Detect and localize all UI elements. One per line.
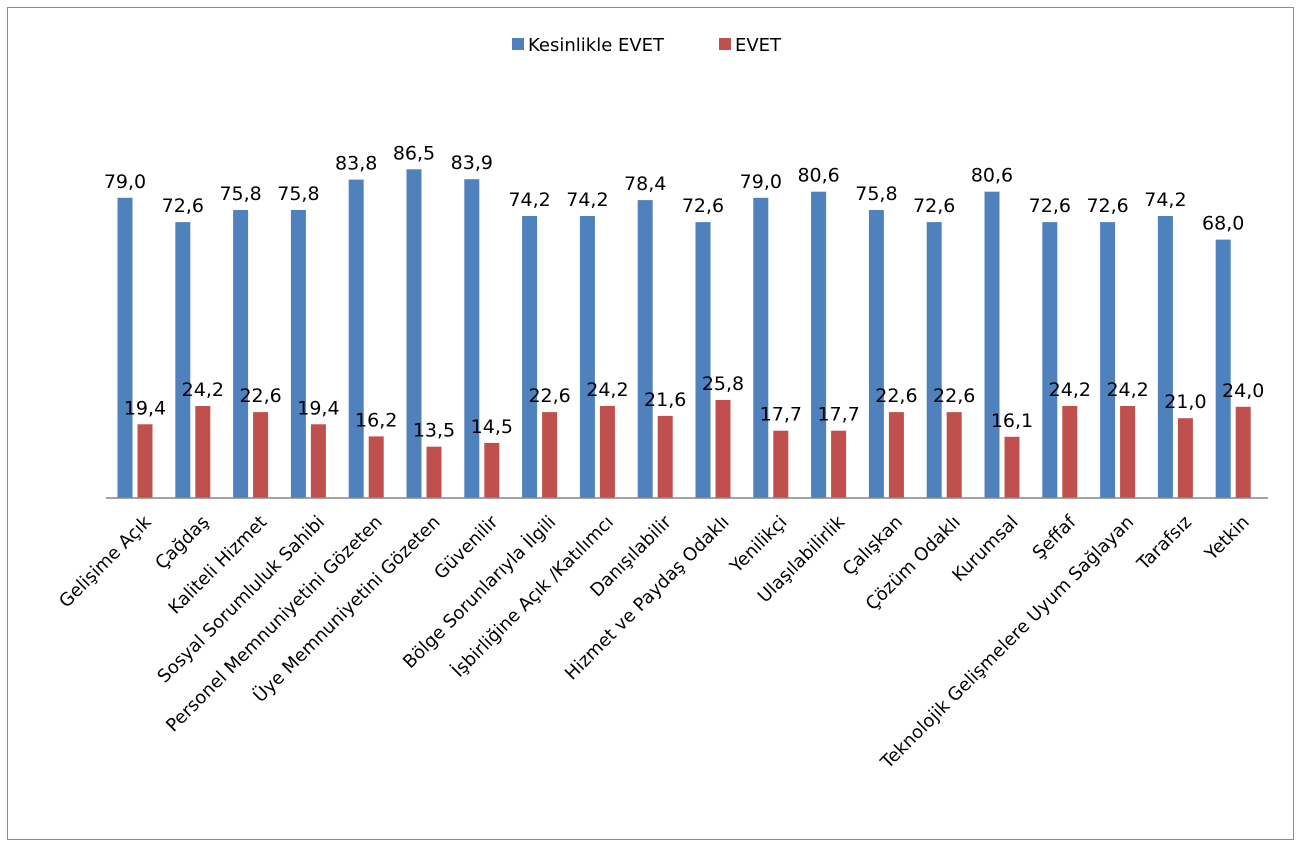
bar-kesinlikle-evet-6 xyxy=(464,179,480,498)
value-label-evet-15: 16,1 xyxy=(991,410,1033,432)
value-label-kesinlikle-evet-1: 72,6 xyxy=(162,195,204,217)
value-label-kesinlikle-evet-13: 75,8 xyxy=(855,183,897,205)
value-label-evet-10: 25,8 xyxy=(702,373,744,395)
value-label-kesinlikle-evet-16: 72,6 xyxy=(1029,195,1071,217)
bar-kesinlikle-evet-5 xyxy=(406,169,422,499)
bar-evet-16 xyxy=(1062,406,1078,498)
legend: Kesinlikle EVET EVET xyxy=(512,35,782,56)
legend-swatch-evet xyxy=(719,38,731,50)
bar-evet-3 xyxy=(310,424,326,498)
bar-evet-2 xyxy=(253,412,269,498)
value-label-kesinlikle-evet-2: 75,8 xyxy=(219,183,261,205)
value-label-kesinlikle-evet-12: 80,6 xyxy=(797,165,839,187)
value-label-kesinlikle-evet-14: 72,6 xyxy=(913,195,955,217)
value-label-evet-1: 24,2 xyxy=(182,379,224,401)
legend-swatch-kesinlikle-evet xyxy=(512,38,524,50)
bars-layer xyxy=(117,169,1251,499)
category-label-16: Şeffaf xyxy=(1029,511,1081,563)
value-label-evet-19: 24,0 xyxy=(1222,380,1264,402)
value-label-kesinlikle-evet-9: 78,4 xyxy=(624,173,666,195)
bar-kesinlikle-evet-9 xyxy=(637,200,653,498)
category-label-18: Tarafsız xyxy=(1133,512,1196,575)
bar-evet-6 xyxy=(484,442,500,498)
category-label-2: Kaliteli Hizmet xyxy=(164,512,271,619)
bar-evet-0 xyxy=(137,424,153,498)
bar-kesinlikle-evet-3 xyxy=(290,210,306,498)
bar-kesinlikle-evet-14 xyxy=(926,222,942,498)
value-label-kesinlikle-evet-6: 83,9 xyxy=(451,152,493,174)
bar-evet-14 xyxy=(946,412,962,498)
bar-kesinlikle-evet-17 xyxy=(1100,222,1116,498)
value-label-evet-17: 24,2 xyxy=(1106,379,1148,401)
bar-evet-15 xyxy=(1004,436,1020,498)
bar-evet-17 xyxy=(1120,406,1136,498)
value-label-kesinlikle-evet-17: 72,6 xyxy=(1086,195,1128,217)
value-label-evet-4: 16,2 xyxy=(355,409,397,431)
value-label-evet-13: 22,6 xyxy=(875,385,917,407)
bar-kesinlikle-evet-12 xyxy=(811,191,827,498)
category-label-19: Yetkin xyxy=(1200,512,1253,565)
bar-evet-13 xyxy=(888,412,904,498)
value-label-kesinlikle-evet-4: 83,8 xyxy=(335,153,377,175)
value-label-kesinlikle-evet-15: 80,6 xyxy=(971,165,1013,187)
value-label-evet-2: 22,6 xyxy=(239,385,281,407)
bar-evet-4 xyxy=(368,436,384,498)
bar-kesinlikle-evet-16 xyxy=(1042,222,1058,498)
bar-evet-10 xyxy=(715,400,731,498)
bar-evet-19 xyxy=(1235,406,1251,498)
value-label-evet-11: 17,7 xyxy=(760,404,802,426)
value-label-kesinlikle-evet-18: 74,2 xyxy=(1144,189,1186,211)
bar-kesinlikle-evet-10 xyxy=(695,222,711,498)
bar-evet-18 xyxy=(1177,418,1193,498)
value-label-kesinlikle-evet-3: 75,8 xyxy=(277,183,319,205)
bar-kesinlikle-evet-15 xyxy=(984,191,1000,498)
bar-kesinlikle-evet-18 xyxy=(1157,216,1173,498)
bar-kesinlikle-evet-19 xyxy=(1215,239,1231,498)
bar-kesinlikle-evet-7 xyxy=(522,216,538,498)
value-label-evet-5: 13,5 xyxy=(413,420,455,442)
bar-evet-1 xyxy=(195,406,211,498)
value-label-evet-14: 22,6 xyxy=(933,385,975,407)
bar-evet-9 xyxy=(657,415,673,498)
value-label-kesinlikle-evet-5: 86,5 xyxy=(393,142,435,164)
value-label-kesinlikle-evet-0: 79,0 xyxy=(104,171,146,193)
value-label-kesinlikle-evet-11: 79,0 xyxy=(740,171,782,193)
category-label-4: Personel Memnuniyetini Gözeten xyxy=(162,512,387,737)
bar-evet-5 xyxy=(426,446,442,498)
value-label-evet-6: 14,5 xyxy=(471,416,513,438)
bar-kesinlikle-evet-2 xyxy=(233,210,249,498)
bar-evet-12 xyxy=(831,430,847,498)
value-label-evet-18: 21,0 xyxy=(1164,391,1206,413)
bar-kesinlikle-evet-0 xyxy=(117,197,133,499)
legend-label-evet: EVET xyxy=(735,35,782,56)
value-label-evet-7: 22,6 xyxy=(528,385,570,407)
value-label-kesinlikle-evet-10: 72,6 xyxy=(682,195,724,217)
value-label-evet-3: 19,4 xyxy=(297,397,339,419)
legend-label-kesinlikle-evet: Kesinlikle EVET xyxy=(528,35,665,56)
bar-kesinlikle-evet-4 xyxy=(348,179,364,498)
value-label-evet-8: 24,2 xyxy=(586,379,628,401)
value-label-evet-9: 21,6 xyxy=(644,389,686,411)
category-label-0: Gelişime Açık xyxy=(55,511,156,612)
value-label-evet-16: 24,2 xyxy=(1049,379,1091,401)
bar-evet-11 xyxy=(773,430,789,498)
bar-evet-7 xyxy=(542,412,558,498)
value-label-evet-12: 17,7 xyxy=(817,404,859,426)
value-label-kesinlikle-evet-19: 68,0 xyxy=(1202,213,1244,235)
value-label-evet-0: 19,4 xyxy=(124,397,166,419)
bar-kesinlikle-evet-13 xyxy=(868,210,884,498)
value-label-kesinlikle-evet-8: 74,2 xyxy=(566,189,608,211)
bar-evet-8 xyxy=(599,406,615,498)
bar-kesinlikle-evet-8 xyxy=(579,216,595,498)
bar-kesinlikle-evet-11 xyxy=(753,197,769,499)
value-label-kesinlikle-evet-7: 74,2 xyxy=(508,189,550,211)
value-labels-layer: 79,0 19,4 72,6 24,2 75,8 22,6 75,8 19,4 83,8 16,2… xyxy=(104,142,1265,441)
bar-kesinlikle-evet-1 xyxy=(175,222,191,498)
